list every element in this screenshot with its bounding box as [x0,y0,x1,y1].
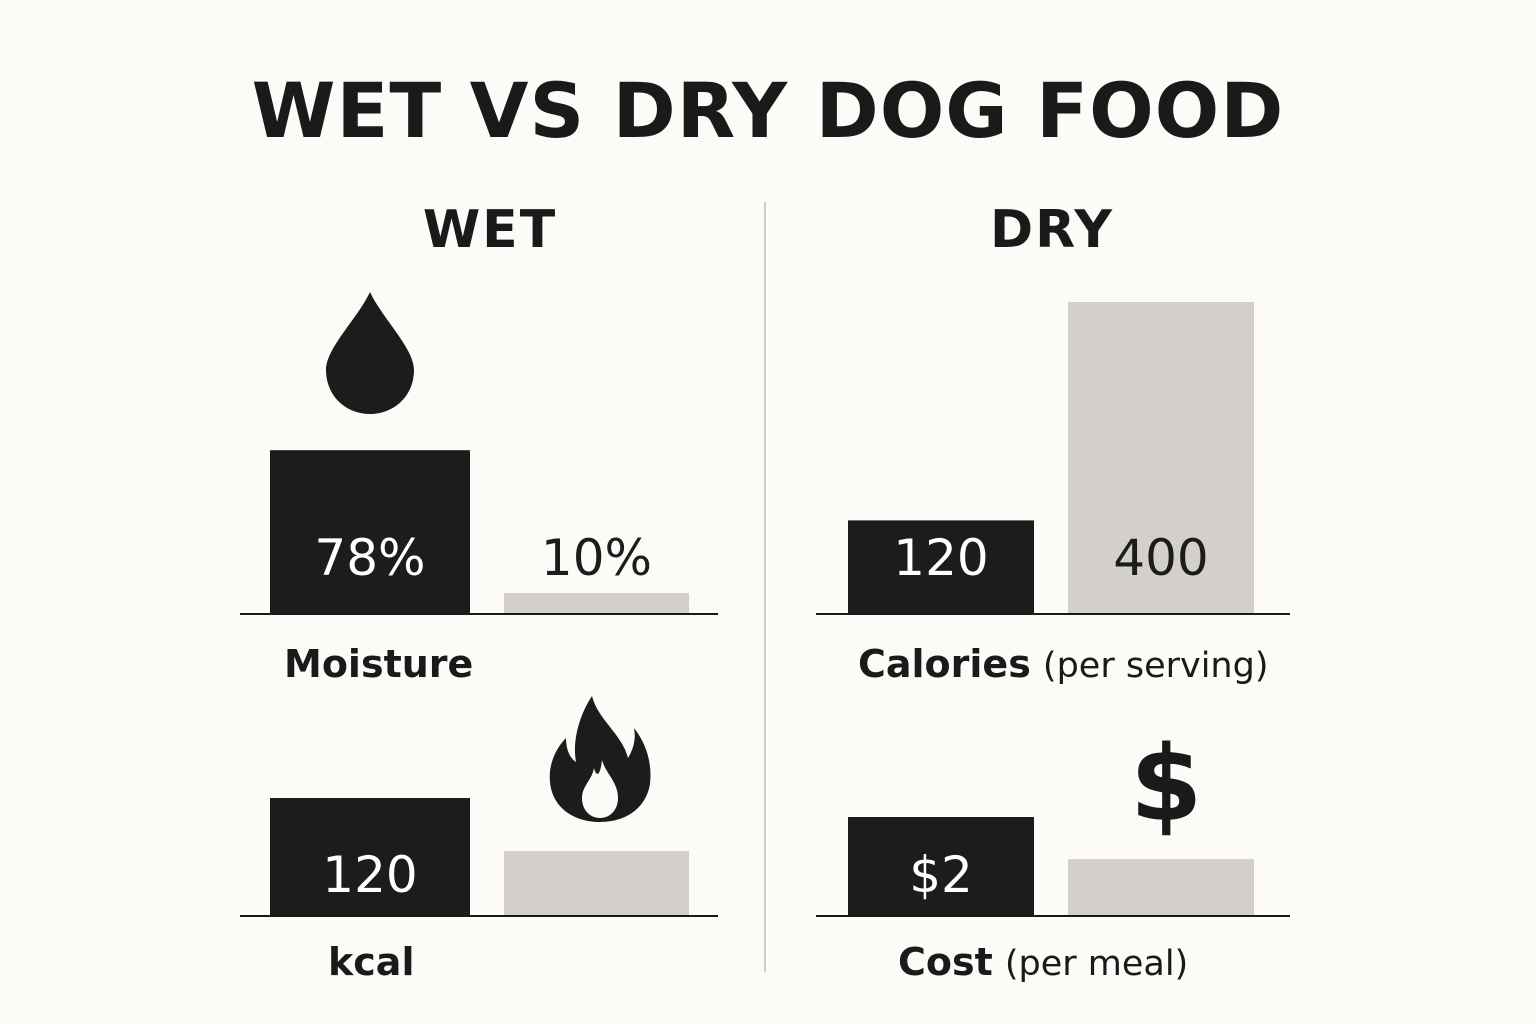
value-label-cost-wet: $2 [909,846,973,904]
bar-kcal-dry [504,851,689,916]
dollar-sign-icon: $ [1130,723,1203,845]
label-cost-main: Cost [898,940,993,984]
value-label-moisture-dry: 10% [541,529,652,587]
bar-kcal-wet [270,798,470,916]
flame-icon [549,696,651,822]
bar-cost-dry [1068,859,1254,916]
label-cost-sub: (per meal) [1004,944,1189,984]
value-label-calories-dry: 400 [1113,529,1208,587]
label-moisture: Moisture [284,642,473,686]
value-label-moisture-wet: 78% [314,529,425,587]
bar-cost-wet [848,817,1034,916]
bar-moisture-wet [270,450,470,614]
chart-title: WET VS DRY DOG FOOD [251,66,1285,155]
label-calories-sub: (per serving) [1042,646,1269,686]
label-moisture-main: Moisture [284,642,474,686]
water-drop-icon [326,292,414,414]
label-cost: Cost (per meal) [898,940,1188,984]
value-label-calories-wet: 120 [893,529,988,587]
label-calories: Calories (per serving) [858,642,1269,686]
column-heading-dry: DRY [989,200,1114,260]
label-kcal: kcal [328,940,414,984]
label-calories-main: Calories [858,642,1031,686]
bar-calories-dry [1068,302,1254,614]
bar-moisture-dry [504,593,689,614]
column-heading-wet: WET [422,200,558,260]
bar-calories-wet [848,520,1034,614]
label-kcal-main: kcal [328,940,415,984]
column-divider [764,202,766,972]
value-label-kcal-wet: 120 [322,846,417,904]
